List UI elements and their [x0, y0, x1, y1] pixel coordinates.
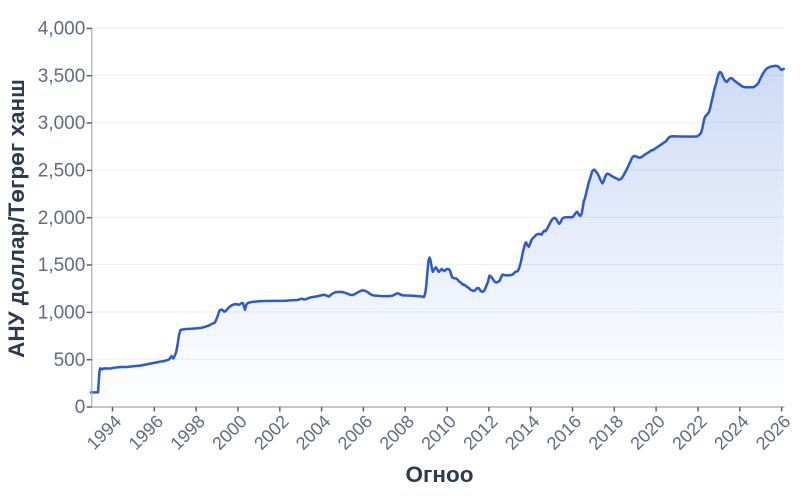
svg-text:0: 0 [75, 397, 86, 418]
svg-text:АНУ доллар/Төгрөг ханш: АНУ доллар/Төгрөг ханш [4, 79, 29, 358]
svg-text:2,500: 2,500 [38, 161, 86, 182]
svg-text:2008: 2008 [376, 411, 418, 453]
svg-text:2018: 2018 [585, 411, 627, 453]
svg-text:2026: 2026 [752, 411, 794, 453]
svg-text:2020: 2020 [626, 411, 668, 453]
svg-text:3,000: 3,000 [38, 113, 86, 134]
svg-text:4,000: 4,000 [38, 19, 86, 40]
svg-text:2024: 2024 [710, 411, 752, 453]
svg-text:2,000: 2,000 [38, 208, 86, 229]
svg-text:1,500: 1,500 [38, 255, 86, 276]
svg-text:2010: 2010 [417, 411, 459, 453]
svg-text:2016: 2016 [543, 411, 585, 453]
svg-text:2012: 2012 [459, 411, 501, 453]
svg-text:2014: 2014 [501, 411, 543, 453]
svg-text:2002: 2002 [250, 411, 292, 453]
svg-text:2022: 2022 [668, 411, 710, 453]
svg-text:1996: 1996 [125, 411, 167, 453]
svg-text:2006: 2006 [334, 411, 376, 453]
svg-text:2004: 2004 [292, 411, 334, 453]
svg-text:1994: 1994 [83, 411, 125, 453]
svg-text:2000: 2000 [208, 411, 250, 453]
svg-text:Огноо: Огноо [406, 462, 474, 487]
svg-text:1998: 1998 [166, 411, 208, 453]
svg-text:500: 500 [54, 350, 86, 371]
svg-text:1,000: 1,000 [38, 303, 86, 324]
svg-text:3,500: 3,500 [38, 66, 86, 87]
